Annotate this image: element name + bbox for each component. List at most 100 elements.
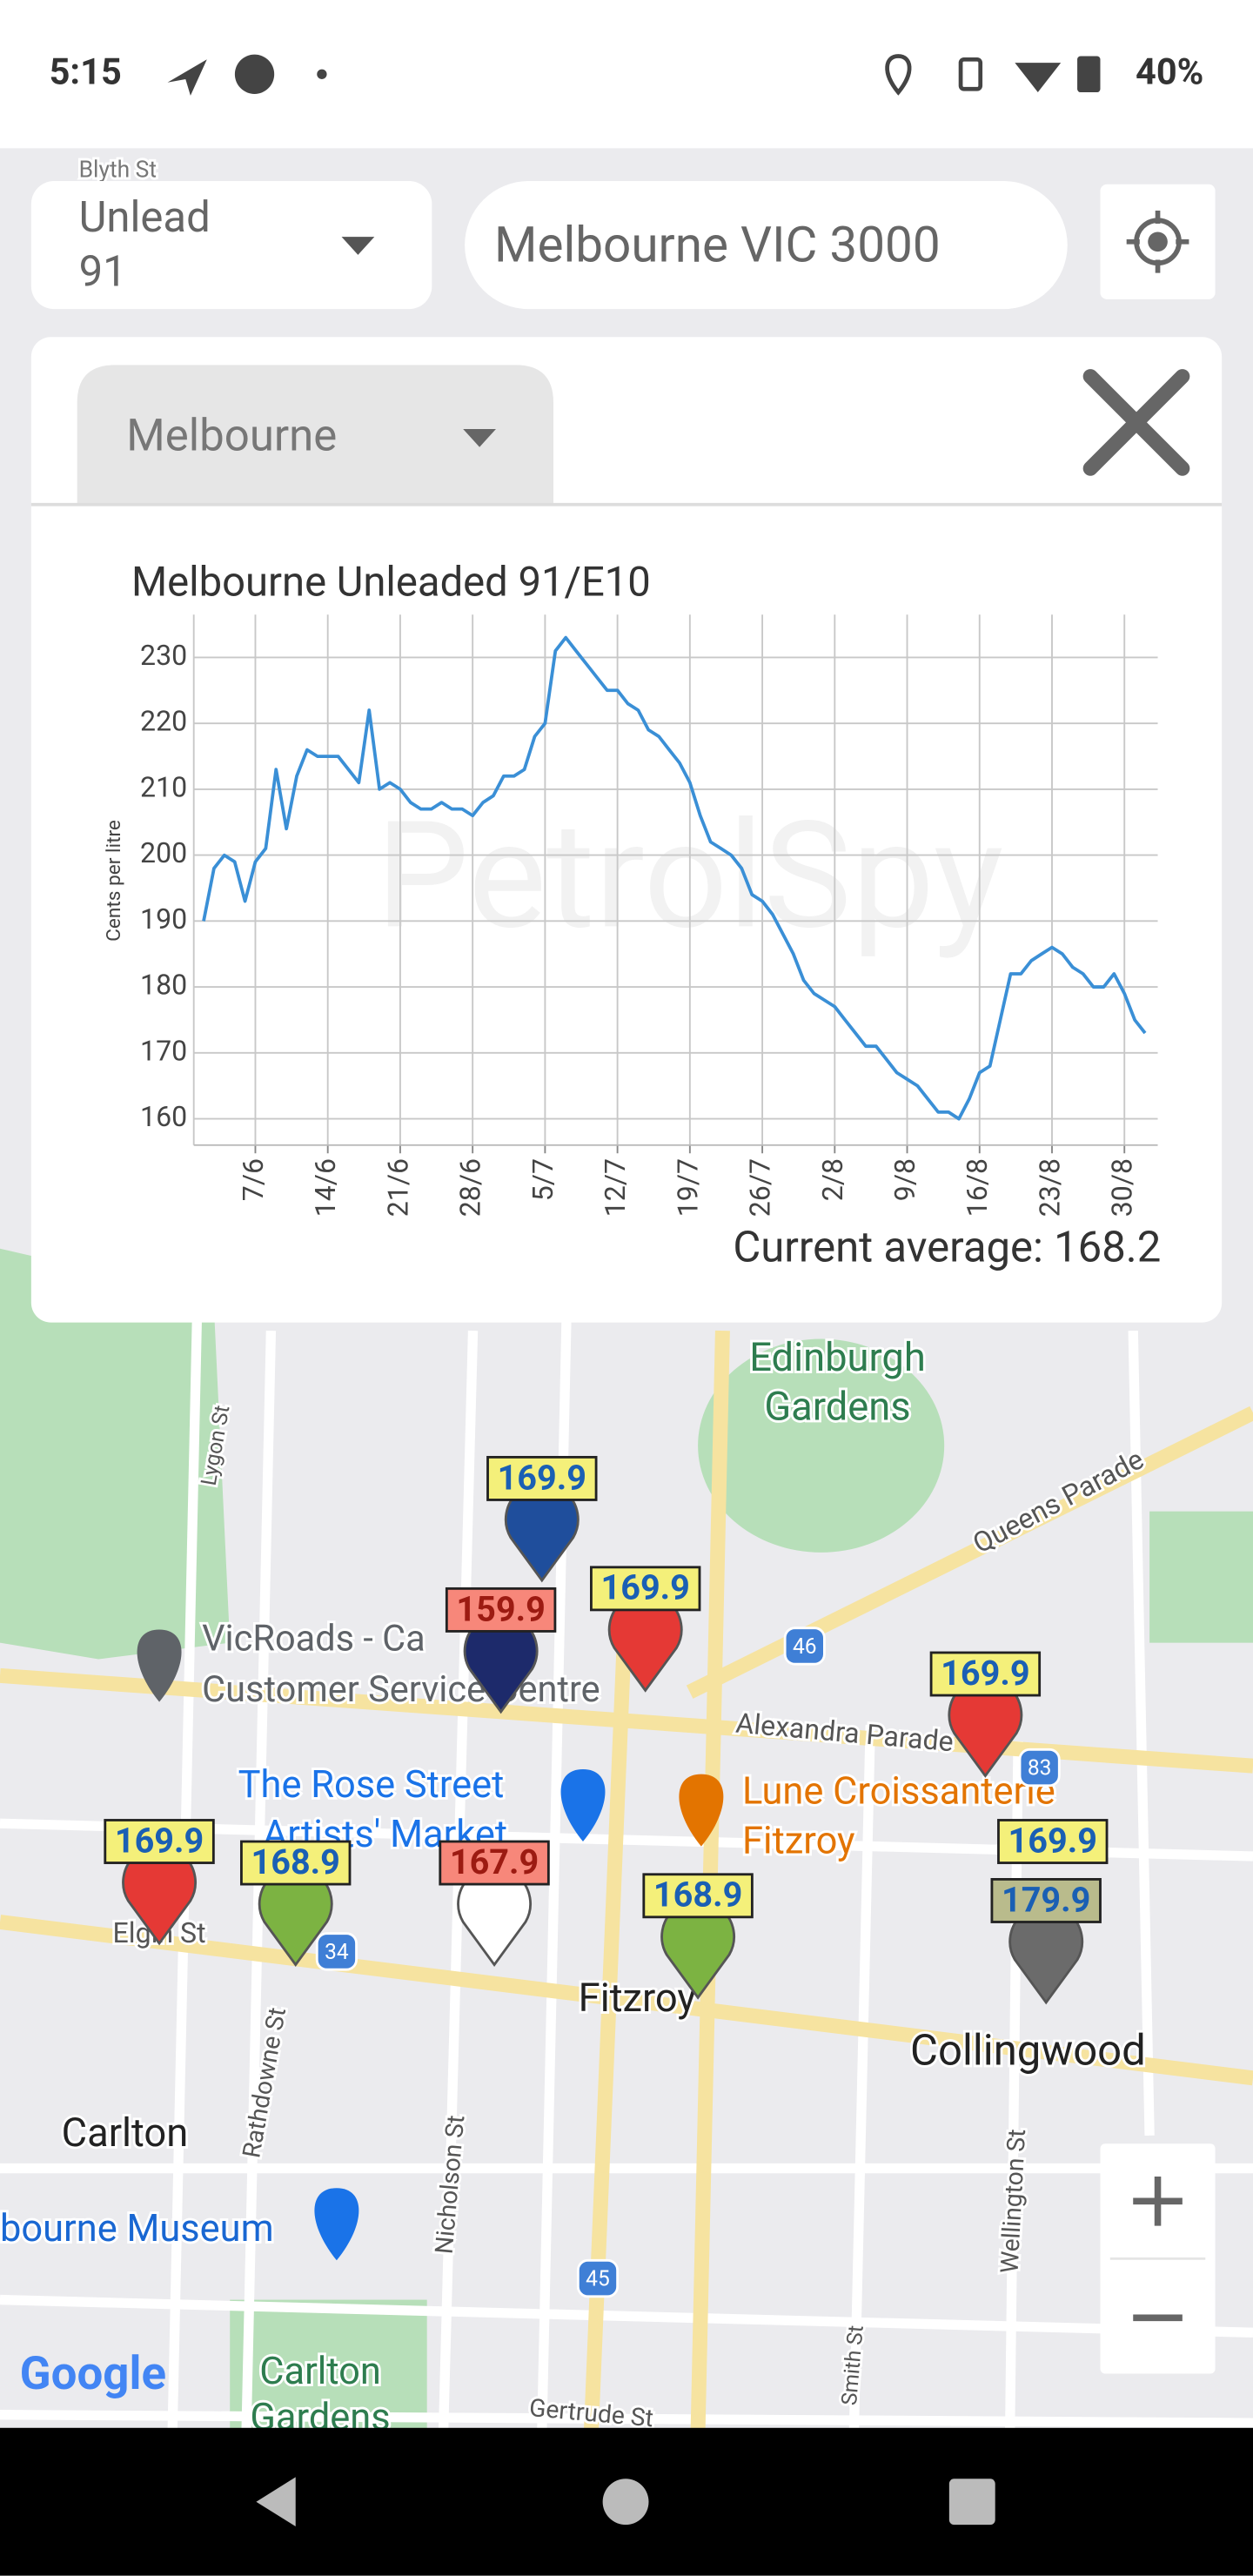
y-tick-label: 220 — [140, 705, 187, 738]
dropdown-arrow — [341, 237, 375, 255]
price-label[interactable] — [486, 1455, 598, 1501]
map-label: VicRoads - Ca — [202, 1618, 425, 1660]
y-tick-label: 190 — [140, 902, 187, 936]
y-axis-label: Cents per litre — [102, 820, 125, 942]
x-tick-label: 23/8 — [1033, 1158, 1066, 1217]
price-text: 179.9 — [1002, 1879, 1090, 1920]
crosshair-icon — [1126, 210, 1189, 273]
close-button[interactable] — [1082, 369, 1190, 476]
x-tick-label: 2/8 — [816, 1158, 849, 1201]
location-icon — [885, 54, 912, 96]
chart-title: Melbourne Unleaded 91/E10 — [131, 558, 651, 607]
x-tick-label: 5/7 — [526, 1158, 559, 1201]
price-label[interactable] — [929, 1651, 1042, 1697]
price-text: 169.9 — [498, 1457, 586, 1498]
price-label[interactable] — [104, 1819, 215, 1864]
location-search[interactable] — [465, 180, 1068, 310]
battery-level: 40% — [1136, 50, 1203, 93]
fuel-type-select[interactable] — [30, 180, 432, 310]
price-label[interactable] — [445, 1587, 557, 1633]
map-label: Customer Service Centre — [202, 1668, 600, 1711]
route-number: 34 — [325, 1939, 349, 1964]
map-label: Lune Croissanterie — [742, 1769, 1055, 1814]
price-text: 169.9 — [600, 1567, 689, 1608]
region-tab[interactable] — [77, 365, 554, 505]
price-text: 167.9 — [450, 1841, 539, 1882]
map-label: Gardens — [764, 1385, 910, 1431]
map-label: The Rose Street — [238, 1762, 505, 1807]
map-label: Carlton — [259, 2349, 381, 2393]
map-label: Carlton — [62, 2110, 189, 2157]
y-tick-label: 200 — [140, 836, 187, 869]
x-tick-label: 30/8 — [1106, 1158, 1139, 1217]
x-tick-label: 16/8 — [961, 1158, 994, 1217]
route-number: 46 — [793, 1633, 817, 1659]
current-average: Current average: 168.2 — [733, 1222, 1161, 1272]
place-pin — [314, 2188, 359, 2261]
x-tick-label: 19/7 — [671, 1158, 704, 1217]
map-label: Blyth St — [79, 157, 157, 184]
region-select: Melbourne — [126, 411, 337, 462]
vibrate-icon — [958, 57, 983, 91]
route-shield — [576, 2258, 620, 2298]
price-label[interactable] — [997, 1819, 1109, 1864]
price-text: 159.9 — [456, 1588, 545, 1629]
price-label[interactable] — [439, 1840, 550, 1886]
place-pin — [679, 1774, 724, 1847]
crosshair-icon — [1148, 231, 1168, 252]
back-button[interactable] — [256, 2477, 296, 2527]
price-text: 169.9 — [941, 1653, 1029, 1694]
battery-icon — [1077, 56, 1101, 93]
zoom-in[interactable] — [1133, 2177, 1183, 2226]
dot-icon — [317, 69, 327, 79]
park — [230, 2299, 427, 2432]
price-text: 168.9 — [251, 1841, 339, 1882]
route-shield — [783, 1627, 826, 1666]
fuel-type-text: Unlead — [79, 191, 211, 242]
price-label[interactable] — [642, 1873, 754, 1919]
x-tick-label: 12/7 — [599, 1158, 632, 1217]
price-text: 168.9 — [653, 1875, 742, 1915]
home-button[interactable] — [602, 2479, 649, 2526]
price-line — [202, 635, 1147, 1121]
route-shield — [1018, 1748, 1061, 1788]
dropdown-arrow — [463, 428, 496, 447]
y-tick-label: 180 — [140, 969, 187, 1002]
price-label[interactable] — [590, 1566, 701, 1612]
x-tick-label: 26/7 — [744, 1158, 777, 1217]
x-tick-label: 21/6 — [381, 1158, 414, 1217]
telegram-icon — [167, 59, 207, 96]
y-tick-label: 170 — [140, 1034, 187, 1067]
place-pin — [560, 1768, 606, 1842]
y-tick-label: 230 — [140, 639, 187, 672]
route-shield — [315, 1932, 358, 1971]
app-icon — [234, 54, 275, 94]
place-pin — [137, 1629, 182, 1702]
price-label[interactable] — [240, 1840, 352, 1886]
y-tick-label: 160 — [140, 1100, 187, 1133]
price-label[interactable] — [990, 1878, 1102, 1923]
park — [0, 1248, 231, 1660]
route-number: 83 — [1028, 1754, 1052, 1780]
park — [698, 1338, 945, 1553]
map-label: Collingwood — [910, 2024, 1146, 2075]
map-label: bourne Museum — [0, 2206, 274, 2251]
status-time: 5:15 — [50, 50, 122, 93]
map-label: Edinburgh — [749, 1335, 926, 1381]
x-tick-label: 14/6 — [309, 1158, 342, 1217]
park — [1149, 1511, 1253, 1643]
route-number: 45 — [586, 2265, 610, 2291]
price-text: 169.9 — [1008, 1820, 1097, 1861]
fuel-type-text: 91 — [79, 245, 127, 296]
map-label: Fitzroy — [742, 1818, 855, 1862]
google-logo: Google — [20, 2346, 166, 2400]
chart-panel — [30, 337, 1223, 1323]
price-text: 169.9 — [115, 1820, 204, 1861]
recents-button[interactable] — [948, 2479, 995, 2526]
x-tick-label: 7/6 — [237, 1158, 270, 1201]
x-tick-label: 9/8 — [888, 1158, 921, 1201]
map-label: Fitzroy — [579, 1976, 696, 2022]
y-tick-label: 210 — [140, 770, 187, 803]
location-text: Melbourne VIC 3000 — [494, 215, 941, 273]
